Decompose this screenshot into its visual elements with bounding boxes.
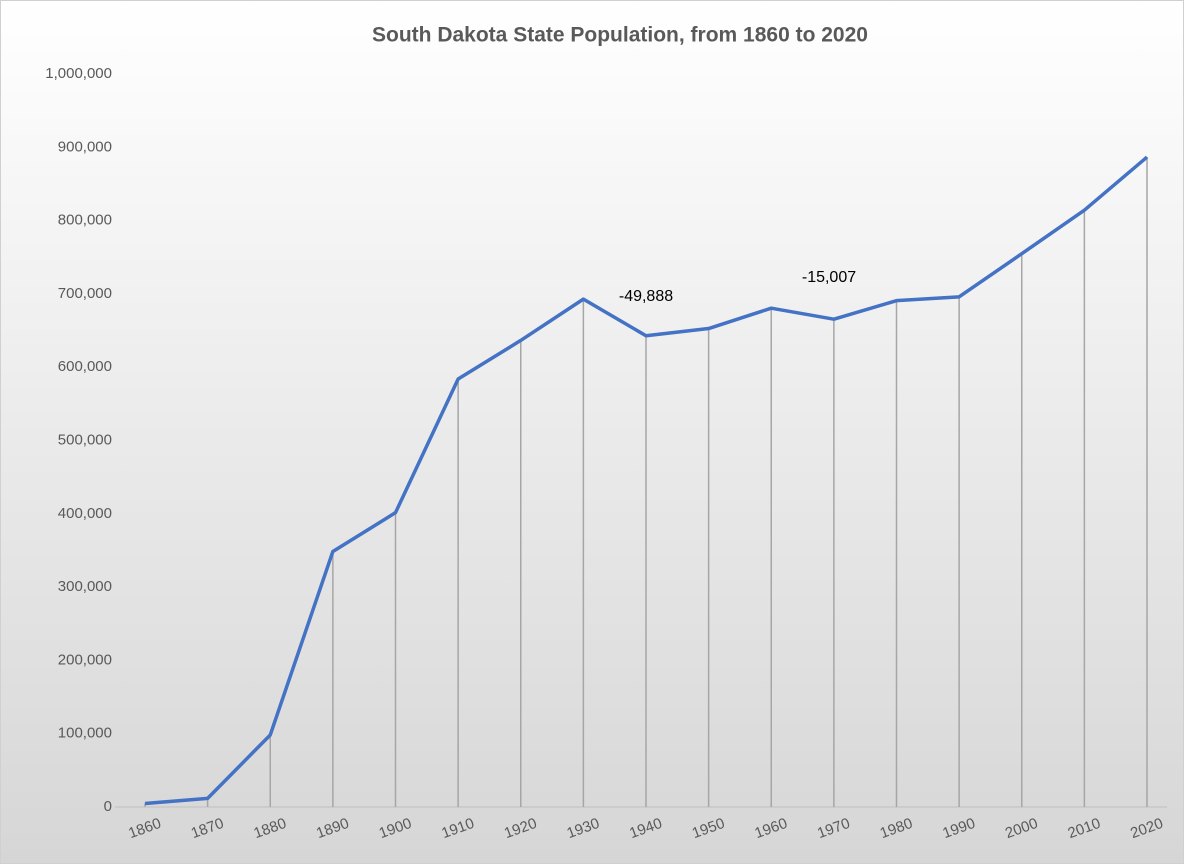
line (144, 155, 1149, 806)
y-tick-label: 500,000 (58, 431, 112, 448)
y-tick-label: 1,000,000 (45, 65, 112, 82)
y-tick-label: 900,000 (58, 138, 112, 155)
y-tick-label: 0 (104, 798, 112, 815)
annotation: -15,007 (802, 269, 856, 286)
chart-title: South Dakota State Population, from 1860… (372, 24, 868, 47)
y-tick-label: 700,000 (58, 285, 112, 302)
y-tick-label: 200,000 (58, 651, 112, 668)
annotation: -49,888 (619, 288, 673, 305)
y-tick-label: 600,000 (58, 358, 112, 375)
y-tick-label: 800,000 (58, 212, 112, 229)
y-tick-label: 100,000 (58, 725, 112, 742)
y-tick-label: 300,000 (58, 578, 112, 595)
y-tick-label: 400,000 (58, 505, 112, 522)
